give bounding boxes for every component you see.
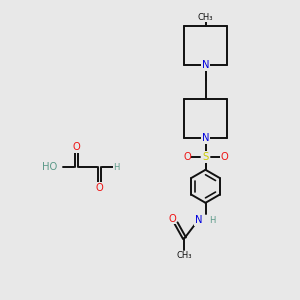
Text: O: O bbox=[73, 142, 80, 152]
Text: CH₃: CH₃ bbox=[198, 13, 213, 22]
Text: N: N bbox=[195, 215, 203, 225]
Text: O: O bbox=[95, 183, 103, 193]
Text: H: H bbox=[209, 216, 215, 225]
Text: HO: HO bbox=[42, 162, 57, 172]
Text: O: O bbox=[220, 152, 228, 162]
Text: N: N bbox=[202, 133, 209, 143]
Text: O: O bbox=[168, 214, 176, 224]
Text: H: H bbox=[113, 163, 120, 172]
Text: O: O bbox=[183, 152, 191, 162]
Text: S: S bbox=[202, 152, 208, 162]
Text: N: N bbox=[202, 60, 209, 70]
Text: CH₃: CH₃ bbox=[177, 251, 192, 260]
